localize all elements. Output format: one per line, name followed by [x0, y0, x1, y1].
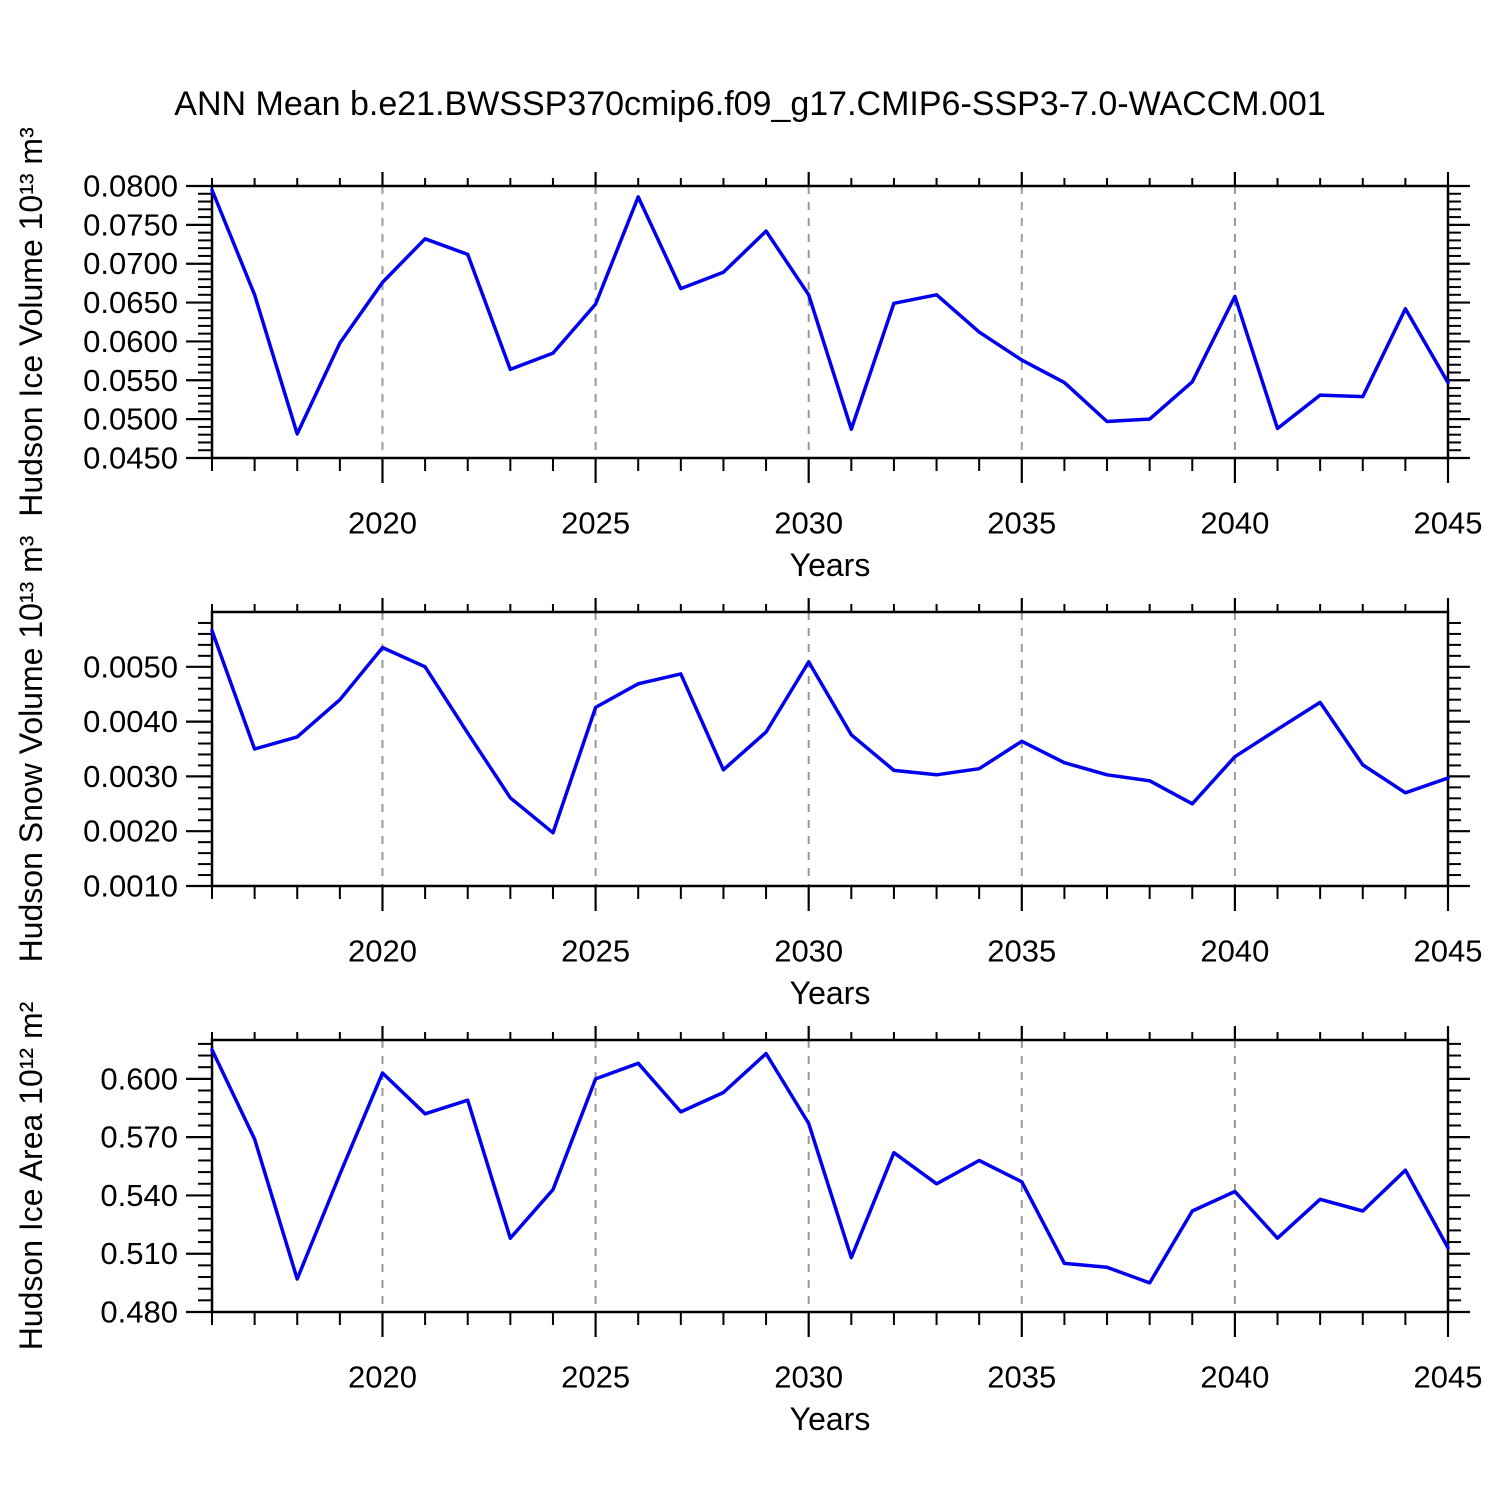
panel-hudson-snow-volume: 0.0010 0.0020 0.0030 0.0040 0.0050 2020 2025 20…: [13, 535, 1482, 1011]
x-tick-label: 2040: [1200, 934, 1269, 969]
chart-title: ANN Mean b.e21.BWSSP370cmip6.f09_g17.CMI…: [174, 85, 1325, 123]
x-tick-label: 2045: [1414, 1360, 1483, 1395]
x-tick-label: 2030: [774, 934, 843, 969]
y-tick-label: 0.0020: [83, 814, 178, 849]
x-tick-label: 2035: [987, 1360, 1056, 1395]
x-tick-label: 2045: [1414, 506, 1483, 541]
y-tick-label: 0.0050: [83, 649, 178, 684]
data-line-hudson-snow-volume: [210, 628, 1450, 835]
x-tick-label: 2045: [1414, 934, 1483, 969]
x-tick-label: 2020: [348, 1360, 417, 1395]
x-tick-label: 2035: [987, 934, 1056, 969]
y-tick-label: 0.570: [100, 1120, 178, 1155]
panel-hudson-ice-volume: 0.0450 0.0500 0.0550 0.0600 0.0650 0.0700 0.07…: [13, 127, 1482, 583]
data-line-hudson-ice-area: [210, 1047, 1450, 1285]
x-axis-title: Years: [790, 1401, 871, 1437]
y-tick-label: 0.0750: [83, 207, 178, 242]
panel-hudson-ice-area: 0.480 0.510 0.540 0.570 0.600 2020 2025 2030 203…: [13, 1001, 1482, 1437]
x-tick-label: 2020: [348, 506, 417, 541]
plot-frame: [210, 610, 1450, 888]
y-tick-label: 0.0010: [83, 869, 178, 904]
plot-frame: [210, 184, 1450, 460]
x-tick-label: 2025: [561, 506, 630, 541]
y-axis-title: Hudson Ice Volume 10¹³ m³: [13, 127, 49, 517]
y-tick-label: 0.0040: [83, 704, 178, 739]
y-tick-label: 0.0500: [83, 402, 178, 437]
y-axis-title: Hudson Snow Volume 10¹³ m³: [13, 535, 49, 962]
y-tick-label: 0.510: [100, 1236, 178, 1271]
data-line-hudson-ice-volume: [210, 188, 1450, 436]
y-axis-title: Hudson Ice Area 10¹² m²: [13, 1001, 49, 1350]
x-tick-label: 2030: [774, 506, 843, 541]
x-axis-title: Years: [790, 975, 871, 1011]
y-tick-label: 0.0650: [83, 285, 178, 320]
y-tick-label: 0.0550: [83, 363, 178, 398]
y-tick-label: 0.600: [100, 1061, 178, 1096]
y-tick-label: 0.0450: [83, 441, 178, 476]
y-tick-label: 0.540: [100, 1178, 178, 1213]
y-tick-label: 0.0030: [83, 759, 178, 794]
x-tick-label: 2030: [774, 1360, 843, 1395]
y-tick-label: 0.0600: [83, 324, 178, 359]
y-tick-label: 0.480: [100, 1295, 178, 1330]
x-tick-label: 2035: [987, 506, 1056, 541]
plot-frame: [210, 1038, 1450, 1314]
x-tick-label: 2025: [561, 934, 630, 969]
x-tick-label: 2040: [1200, 1360, 1269, 1395]
x-tick-label: 2040: [1200, 506, 1269, 541]
y-tick-label: 0.0800: [83, 169, 178, 204]
x-tick-label: 2020: [348, 934, 417, 969]
y-tick-label: 0.0700: [83, 246, 178, 281]
x-tick-label: 2025: [561, 1360, 630, 1395]
x-axis-title: Years: [790, 547, 871, 583]
